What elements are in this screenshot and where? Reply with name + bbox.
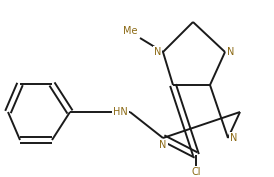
Text: N: N [159, 140, 167, 150]
Text: HN: HN [113, 107, 128, 117]
Text: N: N [227, 47, 234, 57]
Text: N: N [230, 133, 237, 143]
Text: N: N [154, 47, 161, 57]
Text: Me: Me [124, 26, 138, 36]
Text: Cl: Cl [191, 167, 201, 177]
